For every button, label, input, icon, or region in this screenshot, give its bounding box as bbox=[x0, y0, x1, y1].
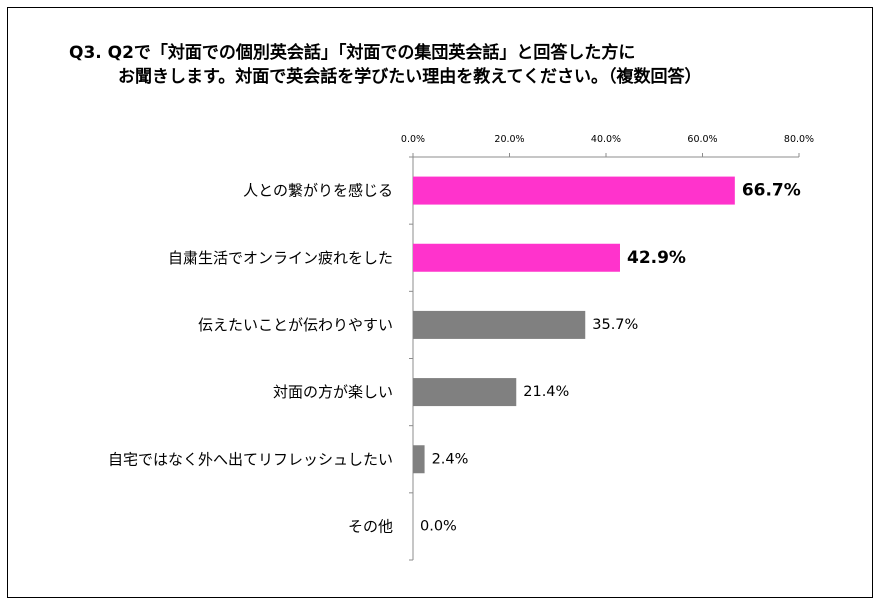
bar bbox=[413, 310, 586, 339]
x-axis-tick-label: 20.0% bbox=[494, 134, 524, 145]
x-axis-tick-label: 80.0% bbox=[784, 134, 814, 145]
x-axis-tick-label: 0.0% bbox=[401, 134, 425, 145]
data-label: 2.4% bbox=[432, 451, 469, 467]
bar bbox=[413, 176, 735, 205]
category-label: その他 bbox=[348, 517, 393, 535]
x-axis-tick-label: 40.0% bbox=[591, 134, 621, 145]
chart-title-line-2: お聞きします。対面で英会話を学びたい理由を教えてください。（複数回答） bbox=[118, 67, 702, 87]
chart-frame bbox=[7, 7, 873, 598]
bar bbox=[413, 445, 425, 474]
bar bbox=[413, 378, 517, 407]
chart-title-line-1: Q3. Q2で「対面での個別英会話」「対面での集団英会話」と回答した方に bbox=[69, 43, 636, 63]
x-axis-tick-label: 60.0% bbox=[687, 134, 717, 145]
category-label: 人との繋がりを感じる bbox=[243, 182, 393, 200]
data-label: 0.0% bbox=[420, 518, 457, 534]
category-label: 自宅ではなく外へ出てリフレッシュしたい bbox=[108, 450, 393, 468]
data-label: 21.4% bbox=[523, 384, 569, 400]
category-label: 自粛生活でオンライン疲れをした bbox=[168, 249, 393, 267]
category-label: 伝えたいことが伝わりやすい bbox=[198, 316, 393, 334]
category-label: 対面の方が楽しい bbox=[273, 383, 393, 401]
data-label: 66.7% bbox=[742, 181, 801, 201]
data-label: 35.7% bbox=[592, 317, 638, 333]
data-label: 42.9% bbox=[627, 248, 686, 268]
bar bbox=[413, 243, 620, 272]
